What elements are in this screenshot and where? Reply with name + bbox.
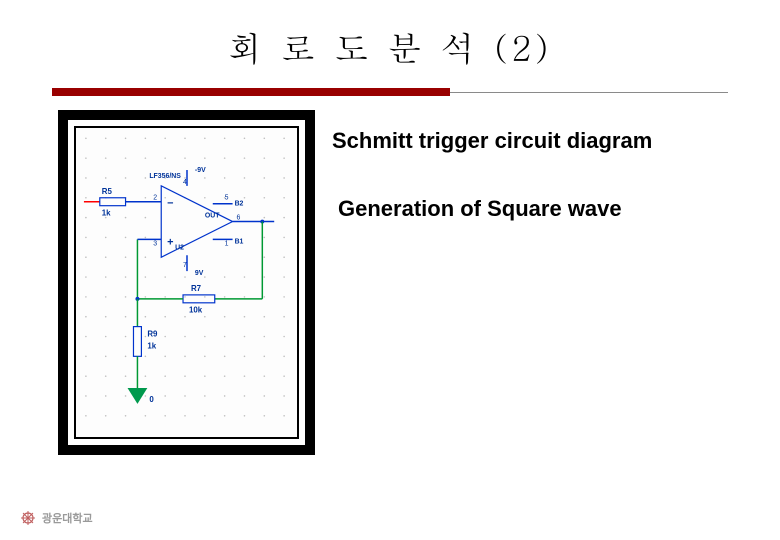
label-r9-val: 1k bbox=[147, 341, 156, 350]
pin-6: 6 bbox=[237, 215, 241, 222]
resistor-r9 bbox=[133, 327, 141, 357]
resistor-r7 bbox=[183, 295, 215, 303]
label-opamp-ref: U2 bbox=[175, 244, 184, 251]
label-r7-val: 10k bbox=[189, 306, 203, 315]
page-title: 회 로 도 분 석 (2) bbox=[0, 0, 780, 71]
label-b1: B1 bbox=[235, 238, 244, 245]
label-r5-val: 1k bbox=[102, 209, 111, 218]
ground-icon bbox=[128, 388, 148, 404]
circuit-inner: R5 1k − + LF356/NS U2 OUT 2 3 4 5 6 1 7 bbox=[74, 126, 299, 439]
opamp-plus: + bbox=[167, 236, 173, 248]
university-logo-icon bbox=[20, 510, 36, 526]
slide: 회 로 도 분 석 (2) Schmitt trigger circuit di… bbox=[0, 0, 780, 540]
label-r7-ref: R7 bbox=[191, 284, 202, 293]
label-vpos: 9V bbox=[195, 270, 204, 277]
label-b2: B2 bbox=[235, 201, 244, 208]
label-vneg: -9V bbox=[195, 167, 206, 174]
opamp-minus: − bbox=[167, 198, 173, 210]
resistor-r5 bbox=[100, 198, 126, 206]
label-r9-ref: R9 bbox=[147, 330, 158, 339]
circuit-frame: R5 1k − + LF356/NS U2 OUT 2 3 4 5 6 1 7 bbox=[58, 110, 315, 455]
label-opamp-out: OUT bbox=[205, 213, 220, 220]
label-gnd: 0 bbox=[149, 395, 154, 404]
schmitt-trigger-diagram: R5 1k − + LF356/NS U2 OUT 2 3 4 5 6 1 7 bbox=[76, 128, 297, 437]
label-opamp-part: LF356/NS bbox=[149, 173, 181, 180]
heading-square-wave: Generation of Square wave bbox=[338, 196, 622, 222]
pin-3: 3 bbox=[153, 240, 157, 247]
footer-org: 광운대학교 bbox=[42, 510, 93, 526]
heading-schmitt: Schmitt trigger circuit diagram bbox=[332, 128, 652, 154]
title-underline bbox=[52, 88, 728, 96]
label-r5-ref: R5 bbox=[102, 187, 113, 196]
footer: 광운대학교 bbox=[20, 510, 93, 526]
pin-1: 1 bbox=[225, 240, 229, 247]
rule-thin bbox=[450, 92, 728, 93]
pin-2: 2 bbox=[153, 195, 157, 202]
pin-5: 5 bbox=[225, 195, 229, 202]
rule-thick bbox=[52, 88, 450, 96]
